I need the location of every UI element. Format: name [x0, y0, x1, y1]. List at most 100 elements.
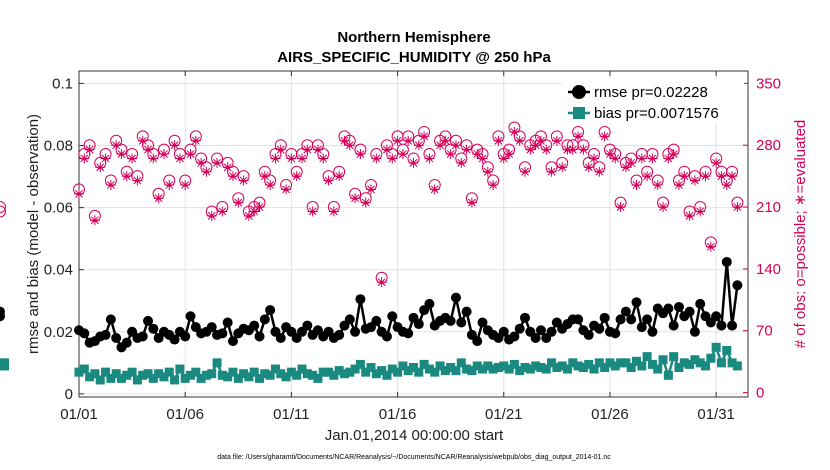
evaluated-obs-point [472, 149, 483, 160]
evaluated-obs-point [620, 162, 631, 173]
legend-rmse-label: rmse pr=0.02228 [594, 84, 708, 101]
rmse-point [647, 326, 658, 337]
evaluated-obs-point [413, 140, 424, 151]
evaluated-obs-point [705, 241, 716, 252]
bias-point [430, 367, 440, 377]
evaluated-obs-point [376, 277, 387, 288]
bias-point [255, 373, 265, 383]
rmse-point [424, 298, 435, 309]
bias-point [679, 358, 689, 368]
rmse-point [626, 314, 637, 325]
rmse-point [137, 331, 148, 342]
evaluated-obs-point [132, 175, 143, 186]
evaluated-obs-point [477, 153, 488, 164]
evaluated-obs-point [291, 171, 302, 182]
y-right-tick-label: 70 [756, 323, 773, 340]
rmse-point [227, 336, 238, 347]
evaluated-obs-point [185, 149, 196, 160]
evaluated-obs-point [615, 202, 626, 213]
evaluated-obs-point [514, 135, 525, 146]
x-tick-label: 01/16 [379, 406, 417, 423]
evaluated-obs-point [711, 157, 722, 168]
bias-point [276, 369, 286, 379]
bias-point [292, 370, 302, 380]
rmse-point [111, 333, 122, 344]
y-tick-label: 0.08 [44, 138, 73, 155]
bias-point [382, 370, 392, 380]
evaluated-obs-point [392, 135, 403, 146]
evaluated-obs-point [254, 202, 265, 213]
evaluated-obs-point [116, 149, 127, 160]
bias-point [462, 364, 472, 374]
legend: rmse pr=0.02228 bias pr=0.0071576 [562, 79, 744, 123]
rmse-point [721, 256, 732, 267]
evaluated-obs-point [387, 153, 398, 164]
evaluated-obs-point [355, 149, 366, 160]
bias-point [138, 370, 148, 380]
bias-point [536, 363, 546, 373]
rmse-point [610, 328, 621, 339]
evaluated-obs-point [567, 144, 578, 155]
plot-frame [78, 70, 749, 398]
bias-point [515, 366, 525, 376]
rmse-point [594, 323, 605, 334]
bias-point [297, 364, 307, 374]
bias-point [286, 367, 296, 377]
possible-obs-point [0, 205, 6, 218]
rmse-point [535, 325, 546, 336]
bias-point [318, 367, 328, 377]
rmse-point [673, 301, 684, 312]
bias-point [74, 367, 84, 377]
rmse-point [100, 329, 111, 340]
rmse-point [259, 314, 270, 325]
evaluated-obs-point [578, 144, 589, 155]
rmse-point [169, 334, 180, 345]
bias-point [616, 358, 626, 368]
bias-point [669, 352, 679, 362]
evaluated-obs-point [281, 184, 292, 195]
rmse-point [546, 326, 557, 337]
series-0 [0, 256, 743, 353]
legend-box [562, 79, 744, 123]
evaluated-obs-point [504, 149, 515, 160]
evaluated-obs-point [498, 153, 509, 164]
bias-point [647, 359, 657, 369]
evaluated-obs-point [174, 153, 185, 164]
evaluated-obs-point [424, 153, 435, 164]
legend-bias-label: bias pr=0.0071576 [594, 105, 719, 122]
bias-point [594, 358, 604, 368]
evaluated-obs-point [604, 149, 615, 160]
evaluated-obs-point [318, 153, 329, 164]
rmse-point [642, 314, 653, 325]
bias-point [377, 366, 387, 376]
bias-point [695, 358, 705, 368]
evaluated-obs-point [488, 179, 499, 190]
rmse-point [711, 311, 722, 322]
rmse-point [79, 328, 90, 339]
bias-point [196, 373, 206, 383]
evaluated-obs-point [100, 153, 111, 164]
rmse-point [371, 315, 382, 326]
bias-point [398, 361, 408, 371]
bias-point [409, 363, 418, 373]
bias-point [154, 369, 164, 379]
evaluated-obs-point [137, 135, 148, 146]
evaluated-obs-point [148, 153, 159, 164]
bias-point [371, 369, 381, 379]
bias-point [557, 361, 567, 371]
rmse-point [727, 320, 738, 331]
evaluated-obs-point [121, 171, 132, 182]
legend-bias-marker [573, 107, 585, 119]
bias-point [85, 372, 95, 382]
evaluated-obs-point [679, 171, 690, 182]
bias-point [0, 361, 9, 371]
bias-point [483, 361, 493, 371]
evaluated-obs-point [594, 166, 605, 177]
y-tick-label: 0.04 [44, 262, 73, 279]
evaluated-obs-point [169, 140, 180, 151]
evaluated-obs-point [520, 166, 530, 177]
evaluated-obs-point [328, 206, 339, 217]
evaluated-obs-point [74, 188, 84, 199]
x-axis: 01/01 01/06 01/11 01/16 01/21 01/26 01/31 [60, 71, 735, 423]
evaluated-obs-point [721, 179, 732, 190]
